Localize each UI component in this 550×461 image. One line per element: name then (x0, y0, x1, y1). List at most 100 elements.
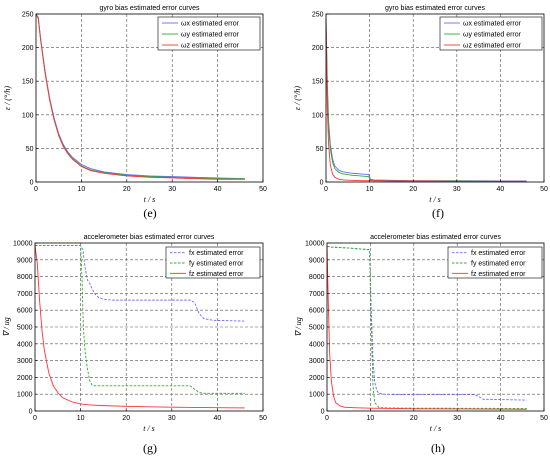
legend: fx estimated error fy estimated error fz e… (447, 246, 543, 279)
x-tick-label: 20 (123, 186, 131, 193)
x-tick-label: 20 (409, 186, 417, 193)
y-tick-label: 0 (321, 409, 325, 416)
legend-label: fx estimated error (189, 250, 244, 257)
series-line-1 (35, 245, 245, 322)
legend-label: fz estimated error (189, 271, 244, 278)
legend-label: ωx estimated error (181, 21, 240, 28)
x-tick-label: 40 (214, 415, 222, 422)
x-tick-label: 30 (168, 415, 176, 422)
x-tick-label: 0 (325, 415, 329, 422)
x-tick-label: 40 (214, 186, 222, 193)
chart-panel: 0 10 20 30 40 50 0 50 100 150 200 250 gyro bias esti… (3, 5, 267, 220)
chart-title: gyro bias estimated error curves (385, 5, 485, 12)
legend-label: fz estimated error (471, 271, 526, 278)
legend: fx estimated error fy estimated error fz e… (165, 246, 261, 279)
y-tick-label: 0 (29, 409, 33, 416)
y-tick-label: 200 (312, 45, 324, 52)
y-tick-label: 200 (22, 45, 34, 52)
x-tick-label: 50 (540, 415, 548, 422)
chart-panel: 0 10 20 30 40 50 0 1000 2000 3000 4000 5000 6000 7000… (2, 234, 267, 455)
y-tick-label: 0 (30, 180, 34, 187)
y-tick-label: 1000 (17, 392, 33, 399)
y-tick-label: 6000 (309, 308, 325, 315)
x-axis-label: t / s (430, 424, 442, 433)
series-line-3 (325, 27, 527, 182)
figure-caption: (h) (431, 441, 445, 455)
x-tick-label: 10 (77, 415, 85, 422)
x-tick-label: 50 (259, 415, 267, 422)
legend-label: ωy estimated error (463, 32, 522, 39)
legend-box (157, 16, 261, 51)
y-tick-label: 2000 (17, 375, 33, 382)
y-tick-label: 3000 (17, 358, 33, 365)
legend-label: ωz estimated error (463, 43, 522, 50)
chart-title: accelerometer bias estimated error curve… (370, 234, 501, 241)
legend-box (447, 246, 543, 279)
x-tick-label: 50 (540, 186, 548, 193)
figure-caption: (g) (143, 441, 157, 455)
y-tick-label: 100 (22, 112, 34, 119)
legend: ωx estimated error ωy estimated error ωz e… (157, 16, 261, 51)
legend-box (439, 16, 543, 51)
y-tick-label: 7000 (309, 291, 325, 298)
y-axis-label: ∇ / ug (294, 317, 303, 337)
legend-label: fy estimated error (189, 261, 244, 268)
y-tick-label: 8000 (309, 274, 325, 281)
y-tick-label: 10000 (13, 241, 33, 248)
x-tick-label: 30 (453, 415, 461, 422)
figure-caption: (e) (143, 206, 156, 220)
x-tick-label: 50 (259, 186, 267, 193)
y-tick-label: 7000 (17, 291, 33, 298)
x-tick-label: 30 (168, 186, 176, 193)
y-tick-label: 10000 (305, 241, 325, 248)
x-tick-label: 40 (497, 186, 505, 193)
y-tick-label: 50 (26, 146, 34, 153)
series-line-3 (34, 245, 245, 409)
x-tick-label: 0 (324, 186, 328, 193)
series-line-2 (35, 245, 245, 394)
y-tick-label: 4000 (17, 341, 33, 348)
legend-label: ωz estimated error (181, 43, 240, 50)
x-axis-label: t / s (429, 195, 441, 204)
legend-label: fx estimated error (471, 250, 526, 257)
chart-panel: 0 10 20 30 40 50 0 50 100 150 200 250 gyro bias esti… (293, 5, 548, 220)
y-tick-label: 6000 (17, 308, 33, 315)
plot-frame (35, 13, 264, 183)
x-tick-label: 0 (33, 415, 37, 422)
y-tick-label: 3000 (309, 358, 325, 365)
series-line-2 (326, 245, 527, 409)
plot-frame (325, 13, 545, 183)
series-line-1 (326, 245, 527, 401)
y-tick-label: 8000 (17, 274, 33, 281)
y-axis-label: ∇ / ug (2, 317, 11, 337)
series-line-3 (326, 246, 527, 410)
y-axis-label: ε / (°/h) (293, 86, 302, 110)
y-tick-label: 5000 (17, 325, 33, 332)
x-tick-label: 10 (367, 415, 375, 422)
y-tick-label: 0 (320, 180, 324, 187)
y-tick-label: 2000 (309, 375, 325, 382)
y-tick-label: 250 (312, 12, 324, 19)
x-axis-label: t / s (144, 195, 156, 204)
y-axis-label: ε / (°/h) (3, 86, 12, 110)
y-tick-label: 4000 (309, 341, 325, 348)
legend-label: fy estimated error (471, 261, 526, 268)
legend-box (165, 246, 261, 279)
x-tick-label: 20 (122, 415, 130, 422)
legend-label: ωy estimated error (181, 32, 240, 39)
figure-caption: (f) (432, 206, 444, 220)
x-tick-label: 20 (410, 415, 418, 422)
x-tick-label: 10 (78, 186, 86, 193)
x-tick-label: 10 (366, 186, 374, 193)
y-tick-label: 5000 (309, 325, 325, 332)
y-tick-label: 9000 (309, 257, 325, 264)
y-tick-label: 150 (312, 79, 324, 86)
chart-title: gyro bias estimated error curves (100, 5, 200, 12)
legend-label: ωx estimated error (463, 21, 522, 28)
chart-panel: 0 10 20 30 40 50 0 1000 2000 3000 4000 5000 6000 7000… (294, 234, 548, 455)
series-line-3 (35, 13, 245, 180)
y-tick-label: 1000 (309, 392, 325, 399)
y-tick-label: 50 (316, 146, 324, 153)
x-axis-label: t / s (143, 424, 155, 433)
